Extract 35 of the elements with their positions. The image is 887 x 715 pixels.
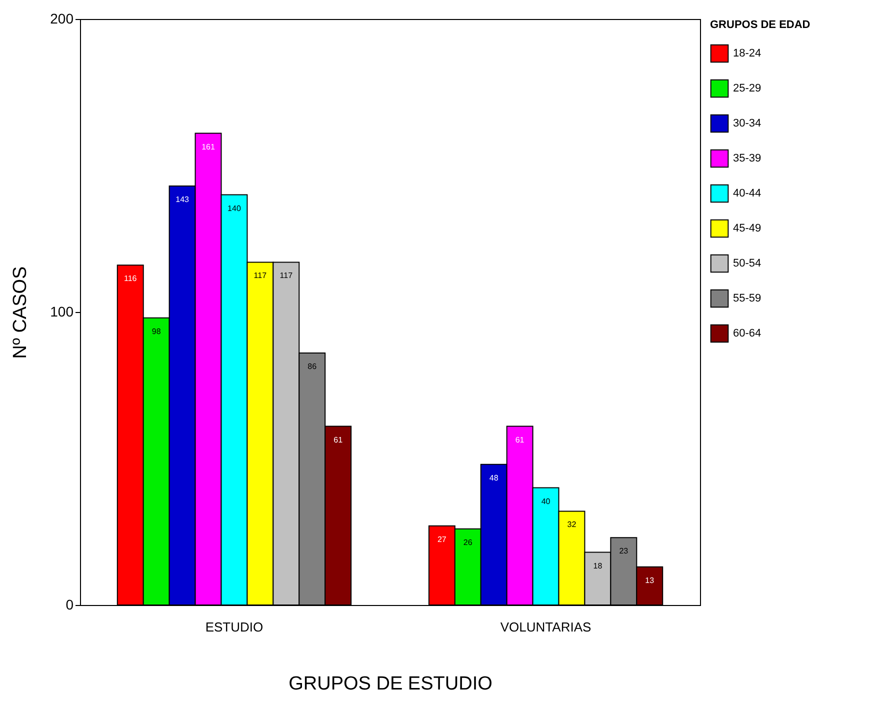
legend-label: 25-29 xyxy=(733,82,762,94)
data-label: 13 xyxy=(645,576,655,585)
data-label: 161 xyxy=(202,142,216,152)
legend-label: 60-64 xyxy=(733,328,762,340)
legend-title: GRUPOS DE EDAD xyxy=(710,19,810,31)
data-label: 86 xyxy=(308,362,318,372)
data-label: 27 xyxy=(437,534,447,544)
legend-label: 18-24 xyxy=(733,48,762,60)
x-axis-title: GRUPOS DE ESTUDIO xyxy=(288,674,492,694)
data-label: 18 xyxy=(593,561,603,570)
y-axis-title: Nº CASOS xyxy=(10,266,32,359)
data-label: 61 xyxy=(334,435,344,444)
data-label: 116 xyxy=(124,274,138,284)
legend-label: 30-34 xyxy=(733,118,762,130)
legend-label: 55-59 xyxy=(733,292,762,304)
y-tick-label: 100 xyxy=(50,304,74,320)
legend-label: 50-54 xyxy=(733,258,762,270)
data-label: 23 xyxy=(619,546,629,556)
data-label: 32 xyxy=(567,520,577,530)
y-tick-label: 0 xyxy=(66,596,74,612)
data-label: 140 xyxy=(228,204,242,213)
legend-label: 45-49 xyxy=(733,222,762,234)
legend-label: 35-39 xyxy=(733,152,762,164)
data-label: 40 xyxy=(541,496,551,506)
y-tick-label: 200 xyxy=(50,10,74,26)
data-label: 143 xyxy=(176,195,190,204)
data-label: 26 xyxy=(463,538,473,547)
x-tick-label: ESTUDIO xyxy=(205,620,264,634)
data-label: 98 xyxy=(152,326,162,336)
data-label: 117 xyxy=(254,271,268,280)
legend-label: 40-44 xyxy=(733,188,762,200)
data-label: 61 xyxy=(515,435,525,444)
data-label: 117 xyxy=(280,271,294,280)
data-label: 48 xyxy=(489,473,499,482)
x-tick-label: VOLUNTARIAS xyxy=(500,620,592,634)
